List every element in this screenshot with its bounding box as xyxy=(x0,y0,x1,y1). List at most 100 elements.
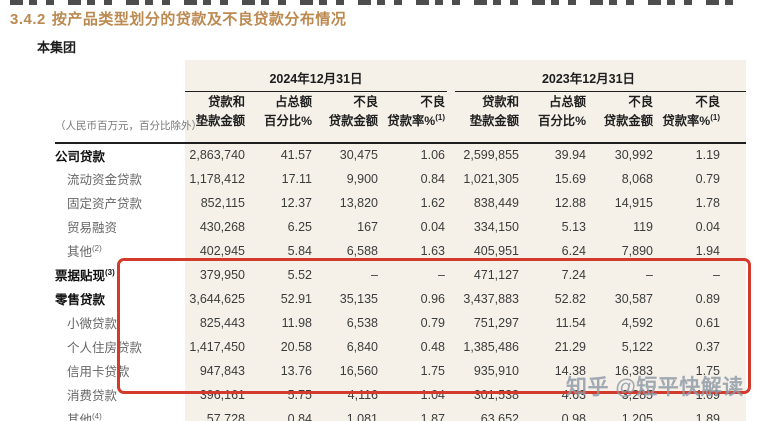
empty-corner-cell xyxy=(55,60,185,92)
cell-value: 1.63 xyxy=(380,239,447,264)
cell-value: 7.24 xyxy=(521,263,588,288)
row-label-text: 票据贴现 xyxy=(55,269,106,284)
cell-value: 1.04 xyxy=(380,383,447,407)
row-label-sup: (3) xyxy=(105,268,115,278)
cell-value: 30,587 xyxy=(588,287,655,312)
table-row: 零售贷款 3,644,625 52.91 35,135 0.96 3,437,8… xyxy=(55,287,747,312)
row-label: 个人住房贷款 xyxy=(55,335,185,359)
table-row: 小微贷款 825,443 11.98 6,538 0.79 751,297 11… xyxy=(55,311,747,336)
col-header-pct-of-total-2023: 占总额 百分比% xyxy=(521,91,588,144)
row-label-sup: (4) xyxy=(92,411,102,421)
cell-value: 8,068 xyxy=(588,167,655,192)
cell-value: 0.61 xyxy=(655,311,722,336)
table-row: 信用卡贷款 947,843 13.76 16,560 1.75 935,910 … xyxy=(55,359,747,384)
cell-value: – xyxy=(314,263,380,288)
cell-value: 30,992 xyxy=(588,142,655,168)
cell-value: 4,592 xyxy=(588,311,655,336)
group-gap xyxy=(447,287,455,312)
cell-value: 6,538 xyxy=(314,311,380,336)
cell-value: 0.04 xyxy=(380,215,447,240)
row-label: 信用卡贷款 xyxy=(55,359,185,383)
table-row: 其他(2) 402,945 5.84 6,588 1.63 405,951 6.… xyxy=(55,239,747,264)
col-header-npl-amount-2023: 不良 贷款金额 xyxy=(588,91,655,144)
group-scope-label: 本集团 xyxy=(37,40,77,55)
cell-value: 947,843 xyxy=(185,359,247,384)
cell-value: 0.84 xyxy=(247,406,314,421)
cell-value: 0.79 xyxy=(380,311,447,336)
cell-value: 5.84 xyxy=(247,239,314,264)
cell-value: 57,728 xyxy=(185,406,247,421)
cell-value: 1.19 xyxy=(655,142,722,168)
row-label-text: 个人住房贷款 xyxy=(67,341,143,356)
group-gap xyxy=(447,383,455,407)
right-pad-cell xyxy=(722,215,747,240)
table-row: 贸易融资 430,268 6.25 167 0.04 334,150 5.13 … xyxy=(55,215,747,240)
cropped-previous-line-fragment xyxy=(10,0,734,5)
row-label: 固定资产贷款 xyxy=(55,191,185,215)
cell-value: 405,951 xyxy=(455,239,521,264)
cell-value: – xyxy=(588,263,655,288)
cell-value: 0.98 xyxy=(521,406,588,421)
cell-value: 0.48 xyxy=(380,335,447,360)
cell-value: 1,417,450 xyxy=(185,335,247,360)
cell-value: 1,205 xyxy=(588,406,655,421)
cell-value: 16,560 xyxy=(314,359,380,384)
cell-value: 63,652 xyxy=(455,406,521,421)
cell-value: 14,915 xyxy=(588,191,655,216)
row-label-text: 信用卡贷款 xyxy=(67,365,130,380)
cell-value: 379,950 xyxy=(185,263,247,288)
row-label-text: 固定资产贷款 xyxy=(67,197,143,212)
row-label: 零售贷款 xyxy=(55,287,185,311)
date-group-header-row: 2024年12月31日 2023年12月31日 xyxy=(55,60,747,92)
cell-value: – xyxy=(655,263,722,288)
cell-value: 11.98 xyxy=(247,311,314,336)
cell-value: 1.06 xyxy=(380,142,447,168)
section-title-text: 按产品类型划分的贷款及不良贷款分布情况 xyxy=(51,11,347,28)
col-header-loan-amount-2023: 贷款和 垫款金额 xyxy=(455,91,521,144)
right-pad-cell xyxy=(722,359,747,384)
group-gap xyxy=(447,406,455,421)
row-label-text: 其他 xyxy=(67,245,93,260)
group-gap xyxy=(447,311,455,336)
group-gap xyxy=(447,142,455,168)
cell-value: 13.76 xyxy=(247,359,314,384)
right-pad-cell xyxy=(722,142,747,168)
row-label-text: 流动资金贷款 xyxy=(67,173,143,188)
table-row: 流动资金贷款 1,178,412 17.11 9,900 0.84 1,021,… xyxy=(55,167,747,192)
row-label-text: 小微贷款 xyxy=(67,317,118,332)
cell-value: 12.37 xyxy=(247,191,314,216)
row-label-text: 其他 xyxy=(67,413,93,421)
cell-value: 1,385,486 xyxy=(455,335,521,360)
column-group-2024: 2024年12月31日 xyxy=(185,60,447,92)
group-gap xyxy=(447,191,455,216)
right-pad-cell xyxy=(722,383,747,407)
cell-value: 852,115 xyxy=(185,191,247,216)
cell-value: 1.94 xyxy=(655,239,722,264)
right-pad-cell xyxy=(722,239,747,264)
row-label-text: 消费贷款 xyxy=(67,389,118,404)
cell-value: 3,437,883 xyxy=(455,287,521,312)
right-pad-cell xyxy=(722,335,747,360)
cell-value: 3,644,625 xyxy=(185,287,247,312)
group-gap xyxy=(447,167,455,192)
column-group-2023: 2023年12月31日 xyxy=(455,60,747,92)
row-label: 贸易融资 xyxy=(55,215,185,239)
section-title: 3.4.2 按产品类型划分的贷款及不良贷款分布情况 xyxy=(10,8,346,29)
cell-value: 0.37 xyxy=(655,335,722,360)
right-pad-cell xyxy=(722,191,747,216)
cell-value: 5.52 xyxy=(247,263,314,288)
cell-value: 15.69 xyxy=(521,167,588,192)
cell-value: 7,890 xyxy=(588,239,655,264)
row-label: 流动资金贷款 xyxy=(55,167,185,191)
cell-value: – xyxy=(380,263,447,288)
col-header-npl-amount-2024: 不良 贷款金额 xyxy=(314,91,380,144)
row-label: 消费贷款 xyxy=(55,383,185,407)
row-label-sup: (2) xyxy=(92,244,102,254)
table-row: 固定资产贷款 852,115 12.37 13,820 1.62 838,449… xyxy=(55,191,747,216)
row-label: 其他(2) xyxy=(55,239,185,263)
cell-value: 167 xyxy=(314,215,380,240)
cell-value: 30,475 xyxy=(314,142,380,168)
cell-value: 6.25 xyxy=(247,215,314,240)
cell-value: 6.24 xyxy=(521,239,588,264)
